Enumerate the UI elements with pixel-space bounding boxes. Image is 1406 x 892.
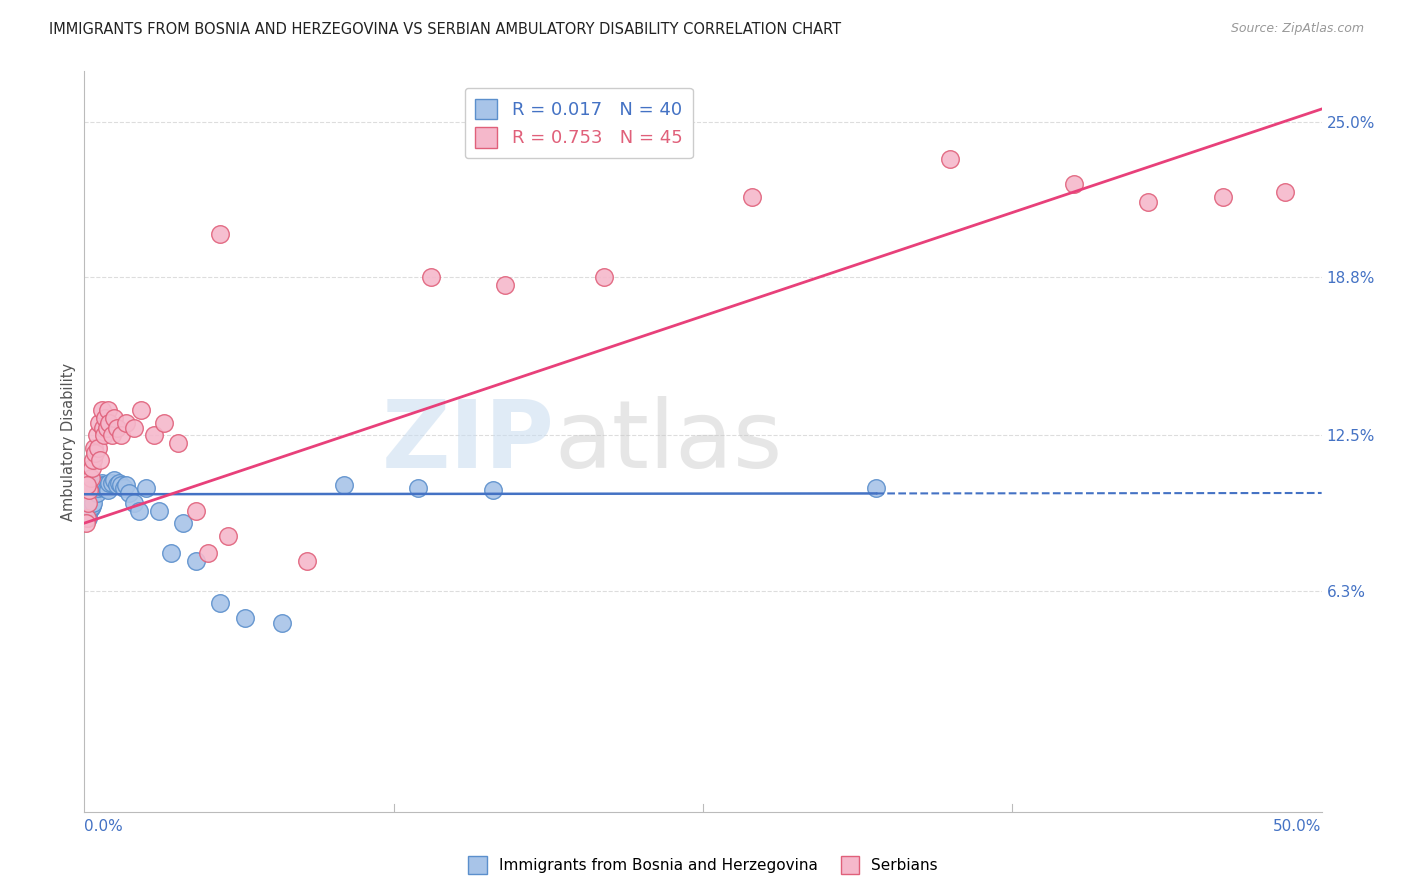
Point xyxy=(172,516,194,530)
Point xyxy=(110,478,132,492)
Point xyxy=(115,416,138,430)
Text: Source: ZipAtlas.com: Source: ZipAtlas.com xyxy=(1230,22,1364,36)
Point xyxy=(89,478,111,492)
Point xyxy=(83,483,105,498)
Point xyxy=(91,478,114,492)
Point xyxy=(76,511,98,525)
Point xyxy=(148,503,170,517)
Point xyxy=(79,483,101,498)
Point xyxy=(87,481,110,495)
Point xyxy=(82,453,104,467)
Point xyxy=(271,616,294,631)
Point xyxy=(97,483,120,498)
Point xyxy=(115,478,138,492)
Point xyxy=(160,546,183,560)
Point xyxy=(408,481,430,495)
Point xyxy=(217,529,239,543)
Point xyxy=(77,511,100,525)
Point xyxy=(93,481,115,495)
Point xyxy=(110,428,132,442)
Point xyxy=(98,475,121,490)
Point xyxy=(94,410,117,425)
Legend: Immigrants from Bosnia and Herzegovina, Serbians: Immigrants from Bosnia and Herzegovina, … xyxy=(463,850,943,880)
Point xyxy=(86,428,108,442)
Point xyxy=(122,421,145,435)
Point xyxy=(108,475,131,490)
Point xyxy=(1063,178,1085,192)
Point xyxy=(233,611,256,625)
Point xyxy=(83,441,105,455)
Point xyxy=(96,481,118,495)
Point xyxy=(80,461,103,475)
Text: atlas: atlas xyxy=(554,395,783,488)
Point xyxy=(96,421,118,435)
Point xyxy=(128,503,150,517)
Point xyxy=(103,410,125,425)
Point xyxy=(103,474,125,488)
Point xyxy=(295,554,318,568)
Point xyxy=(93,428,115,442)
Point xyxy=(939,152,962,166)
Point xyxy=(142,428,165,442)
Point xyxy=(100,475,122,490)
Point xyxy=(84,446,107,460)
Point xyxy=(82,496,104,510)
Point xyxy=(1212,190,1234,204)
Point xyxy=(135,481,157,495)
Point xyxy=(209,227,232,242)
Point xyxy=(80,499,103,513)
Point xyxy=(209,596,232,610)
Point xyxy=(105,478,128,492)
Text: 0.0%: 0.0% xyxy=(84,819,124,834)
Point xyxy=(79,503,101,517)
Point xyxy=(89,453,111,467)
Point xyxy=(86,486,108,500)
Point xyxy=(197,546,219,560)
Point xyxy=(75,516,97,530)
Point xyxy=(77,496,100,510)
Point xyxy=(184,554,207,568)
Point xyxy=(90,403,112,417)
Point xyxy=(129,403,152,417)
Point xyxy=(79,501,101,516)
Y-axis label: Ambulatory Disability: Ambulatory Disability xyxy=(60,362,76,521)
Point xyxy=(112,481,135,495)
Point xyxy=(741,190,763,204)
Point xyxy=(1137,194,1160,209)
Point xyxy=(122,496,145,510)
Point xyxy=(89,478,111,492)
Point xyxy=(1274,185,1296,199)
Point xyxy=(90,475,112,490)
Point xyxy=(118,486,141,500)
Point xyxy=(865,481,887,495)
Point xyxy=(167,435,190,450)
Point xyxy=(593,270,616,285)
Point xyxy=(87,441,110,455)
Point xyxy=(98,416,121,430)
Legend: R = 0.017   N = 40, R = 0.753   N = 45: R = 0.017 N = 40, R = 0.753 N = 45 xyxy=(464,87,693,159)
Point xyxy=(105,421,128,435)
Point xyxy=(333,478,356,492)
Point xyxy=(481,483,503,498)
Point xyxy=(494,277,516,292)
Text: 50.0%: 50.0% xyxy=(1274,819,1322,834)
Text: ZIP: ZIP xyxy=(381,395,554,488)
Point xyxy=(419,270,441,285)
Point xyxy=(97,403,120,417)
Point xyxy=(184,503,207,517)
Point xyxy=(94,478,117,492)
Point xyxy=(91,421,114,435)
Point xyxy=(79,471,101,485)
Point xyxy=(76,478,98,492)
Point xyxy=(89,416,111,430)
Point xyxy=(152,416,174,430)
Point xyxy=(100,428,122,442)
Point xyxy=(84,481,107,495)
Text: IMMIGRANTS FROM BOSNIA AND HERZEGOVINA VS SERBIAN AMBULATORY DISABILITY CORRELAT: IMMIGRANTS FROM BOSNIA AND HERZEGOVINA V… xyxy=(49,22,841,37)
